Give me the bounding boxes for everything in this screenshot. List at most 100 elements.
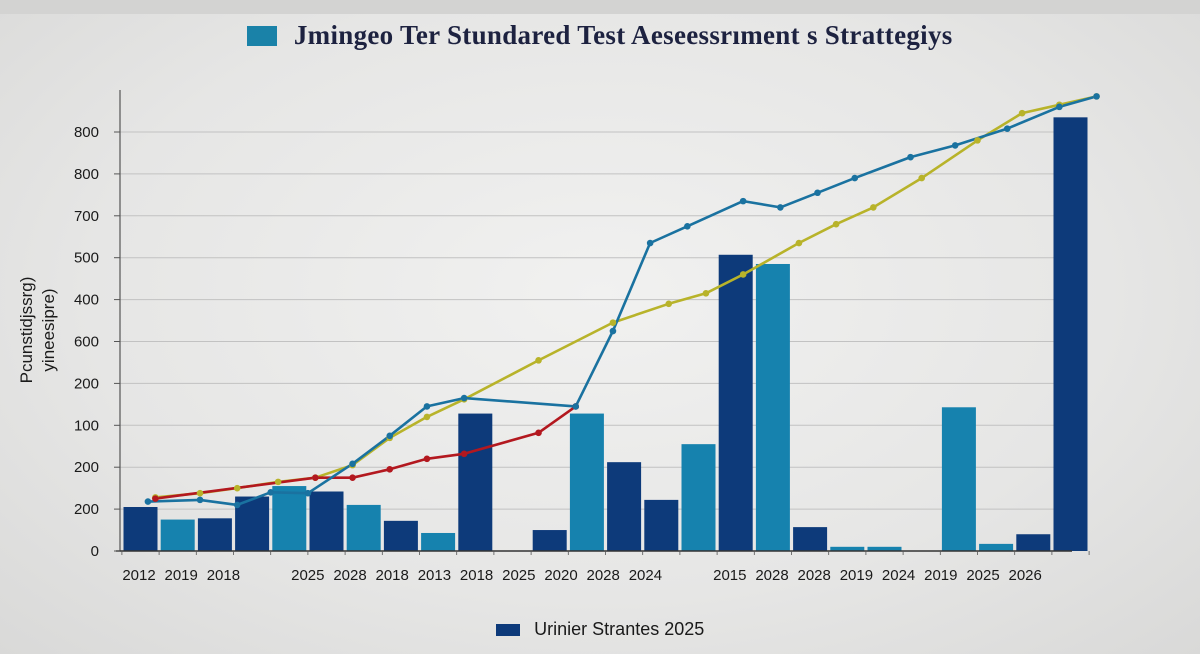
y-tick-label: 800	[74, 124, 99, 141]
x-tick-label: 2019	[165, 567, 198, 584]
legend-swatch	[495, 623, 520, 636]
bar	[1053, 117, 1088, 552]
bar	[793, 527, 828, 551]
series-point-olive	[233, 484, 241, 492]
series-point-olive	[702, 290, 710, 297]
legend: Urinier Strantes 2025	[0, 619, 1200, 640]
y-tick-label: 200	[74, 375, 99, 392]
series-point-olive	[274, 478, 282, 486]
title-swatch	[247, 25, 278, 46]
series-point-red	[423, 455, 431, 463]
series-point-olive	[832, 220, 840, 228]
series-point-olive	[918, 174, 925, 182]
bar	[272, 486, 307, 551]
series-point-red	[349, 474, 356, 481]
bar	[755, 263, 790, 551]
series-point-blue	[907, 153, 914, 161]
series-point-blue	[572, 403, 580, 410]
series-point-blue	[460, 394, 468, 402]
x-tick-label: 2024	[629, 567, 662, 584]
series-point-olive	[665, 300, 673, 308]
x-tick-labels: 2012 2019 2018 2025 2028 2018 2013 2018 2025 2020…	[122, 567, 1042, 584]
bar	[160, 519, 195, 551]
series-lines	[147, 95, 1097, 507]
x-tick-label: 2025	[291, 567, 324, 584]
series-point-blue	[814, 189, 821, 197]
series-point-blue	[1056, 103, 1063, 111]
series-point-blue	[684, 222, 691, 230]
bar	[607, 462, 642, 551]
x-tick-label: 2018	[376, 567, 409, 584]
series-point-olive	[196, 489, 204, 497]
bar	[309, 491, 344, 551]
grid-lines	[120, 131, 1072, 510]
y-tick-label: 600	[74, 334, 99, 351]
y-tick-label: 700	[74, 208, 99, 225]
chart-title: Jmingeo Ter Stundared Test Aeseessrıment…	[293, 20, 953, 50]
series-point-blue	[646, 239, 654, 247]
y-tick-label: 500	[74, 250, 99, 267]
x-tick-label: 2028	[755, 567, 788, 584]
bar	[383, 520, 418, 551]
bar	[718, 254, 753, 551]
series-point-olive	[1018, 109, 1026, 117]
x-tick-label: 2026	[1009, 567, 1042, 584]
legend-label: Urinier Strantes 2025	[534, 619, 705, 639]
y-tick-labels: 0 200 200 100 200 600 400 500 700 800 800	[74, 124, 99, 560]
series-point-red	[535, 429, 542, 437]
x-tick-label: 2024	[882, 567, 915, 584]
x-tick-label: 2028	[798, 567, 831, 584]
x-tick-label: 2013	[418, 567, 451, 584]
bar	[644, 499, 679, 551]
y-tick-label: 200	[74, 459, 99, 476]
series-point-blue	[423, 403, 431, 410]
x-tick-label: 2019	[924, 567, 957, 584]
bar	[235, 496, 270, 551]
series-point-red	[312, 474, 319, 481]
x-tick-label: 2018	[207, 567, 240, 584]
chart-title-row: Jmingeo Ter Stundared Test Aeseessrıment…	[0, 20, 1200, 51]
bar	[421, 532, 456, 551]
series-point-red	[460, 450, 468, 458]
series-line-red	[155, 405, 577, 500]
series-point-blue	[739, 197, 747, 205]
series-point-blue	[1093, 93, 1100, 100]
bar	[123, 507, 158, 551]
series-point-blue	[951, 142, 959, 149]
bar	[830, 546, 865, 551]
series-point-olive	[423, 413, 431, 421]
bar	[941, 407, 976, 551]
series-points	[144, 93, 1100, 509]
x-tick-label: 2019	[840, 567, 873, 584]
series-line-blue	[147, 95, 1097, 507]
x-tick-label: 2012	[122, 567, 155, 584]
y-tick-label: 0	[91, 543, 99, 560]
series-point-red	[152, 495, 159, 502]
series-point-olive	[870, 204, 877, 211]
bars	[123, 117, 1088, 552]
top-band	[0, 0, 1200, 14]
series-point-blue	[386, 432, 394, 440]
series-point-blue	[267, 489, 275, 496]
series-point-blue	[609, 327, 617, 335]
series-point-olive	[609, 319, 617, 326]
bar	[681, 444, 716, 551]
bar	[1016, 534, 1051, 551]
bar	[532, 530, 567, 551]
series-point-olive	[535, 357, 542, 364]
bar	[197, 518, 232, 551]
x-tick-label: 2018	[460, 567, 493, 584]
y-tick-label: 200	[74, 501, 99, 518]
y-tick-label: 800	[74, 166, 99, 183]
bar	[979, 543, 1014, 551]
series-point-blue	[196, 496, 204, 504]
series-point-blue	[304, 489, 312, 497]
series-point-olive	[795, 239, 803, 247]
x-tick-label: 2015	[713, 567, 746, 584]
x-tick-label: 2020	[544, 567, 577, 584]
x-tick-label: 2028	[587, 567, 620, 584]
bar	[458, 413, 493, 551]
series-point-red	[386, 465, 394, 473]
x-tick-label: 2025	[502, 567, 535, 584]
